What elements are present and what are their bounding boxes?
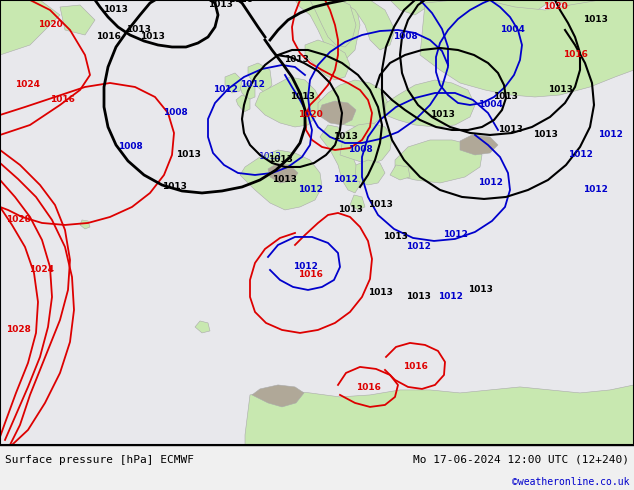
Text: 1008: 1008 [163, 108, 188, 118]
Text: 1012: 1012 [333, 175, 358, 184]
Text: 1028: 1028 [6, 325, 30, 335]
Text: 1016: 1016 [562, 50, 588, 59]
Text: 1013: 1013 [259, 152, 281, 162]
Text: 1016: 1016 [49, 96, 74, 104]
Text: 1024: 1024 [30, 266, 55, 274]
Text: 1012: 1012 [297, 186, 323, 195]
Polygon shape [240, 150, 322, 210]
Text: 1016: 1016 [228, 0, 252, 4]
Text: 1008: 1008 [392, 32, 417, 42]
Text: 1012: 1012 [598, 130, 623, 140]
Text: 1016: 1016 [356, 384, 380, 392]
Text: 1013: 1013 [103, 5, 127, 15]
Text: 1016: 1016 [96, 32, 120, 42]
Text: 1028: 1028 [6, 216, 30, 224]
Text: 1013: 1013 [382, 232, 408, 242]
Polygon shape [400, 0, 420, 10]
Text: 1020: 1020 [297, 110, 322, 120]
Polygon shape [318, 80, 388, 127]
Text: 1013: 1013 [139, 32, 164, 42]
Polygon shape [248, 63, 272, 93]
Text: ©weatheronline.co.uk: ©weatheronline.co.uk [512, 477, 629, 487]
Polygon shape [236, 95, 250, 112]
Text: 1013: 1013 [498, 125, 522, 134]
Polygon shape [320, 125, 360, 193]
Text: 1012: 1012 [477, 178, 502, 188]
Text: 1013: 1013 [162, 182, 186, 192]
Text: 1012: 1012 [437, 293, 462, 301]
Polygon shape [555, 0, 634, 20]
Text: Surface pressure [hPa] ECMWF: Surface pressure [hPa] ECMWF [5, 455, 194, 465]
Polygon shape [255, 77, 322, 127]
Text: 1004: 1004 [477, 100, 502, 109]
Text: 1012: 1012 [406, 243, 430, 251]
Text: 1013: 1013 [467, 286, 493, 294]
Polygon shape [195, 321, 210, 333]
Text: 1013: 1013 [533, 130, 557, 140]
Polygon shape [225, 73, 242, 93]
Text: 1012: 1012 [443, 230, 467, 240]
Polygon shape [460, 135, 498, 155]
Polygon shape [60, 5, 95, 35]
Polygon shape [0, 0, 60, 55]
Polygon shape [420, 0, 634, 97]
Polygon shape [268, 163, 298, 183]
Text: 1013: 1013 [548, 85, 573, 95]
Text: 1008: 1008 [118, 143, 143, 151]
Text: 1013: 1013 [368, 200, 392, 209]
Polygon shape [340, 0, 395, 50]
Text: 1013: 1013 [583, 16, 607, 24]
Polygon shape [390, 0, 445, 15]
Polygon shape [305, 40, 350, 80]
Text: 1016: 1016 [297, 270, 323, 279]
Text: 1013: 1013 [268, 155, 292, 165]
Text: 1013: 1013 [368, 289, 392, 297]
Polygon shape [295, 0, 360, 60]
Text: 1012: 1012 [292, 263, 318, 271]
Polygon shape [390, 165, 410, 180]
Polygon shape [395, 140, 482, 183]
Text: 1013: 1013 [207, 0, 233, 9]
Text: 1013: 1013 [126, 25, 150, 34]
Polygon shape [445, 0, 555, 25]
Text: 1013: 1013 [333, 132, 358, 142]
Polygon shape [80, 220, 90, 229]
Text: 1013: 1013 [290, 93, 314, 101]
Text: 1020: 1020 [37, 21, 62, 29]
Text: 1016: 1016 [403, 363, 427, 371]
Text: 1013: 1013 [430, 110, 455, 120]
Text: 1013: 1013 [176, 150, 200, 159]
Text: 1013: 1013 [406, 293, 430, 301]
Polygon shape [245, 385, 634, 445]
Text: Mo 17-06-2024 12:00 UTC (12+240): Mo 17-06-2024 12:00 UTC (12+240) [413, 455, 629, 465]
Text: 1020: 1020 [543, 2, 567, 11]
Polygon shape [385, 80, 475, 127]
Text: 1004: 1004 [500, 25, 524, 34]
Polygon shape [252, 385, 304, 407]
Polygon shape [340, 123, 392, 165]
Polygon shape [355, 160, 385, 185]
Text: 1012: 1012 [212, 85, 238, 95]
Text: 1008: 1008 [347, 146, 372, 154]
Text: 1013: 1013 [283, 55, 308, 65]
Polygon shape [350, 195, 365, 210]
Polygon shape [240, 83, 255, 100]
Text: 1013: 1013 [493, 93, 517, 101]
Text: 1024: 1024 [15, 80, 41, 90]
Text: 1012: 1012 [583, 186, 607, 195]
Polygon shape [310, 0, 356, 47]
Polygon shape [295, 0, 350, 30]
Text: 1012: 1012 [240, 80, 264, 90]
Text: 1013: 1013 [271, 175, 297, 184]
Text: 1012: 1012 [567, 150, 592, 159]
Text: 1013: 1013 [337, 205, 363, 215]
Polygon shape [318, 101, 356, 125]
